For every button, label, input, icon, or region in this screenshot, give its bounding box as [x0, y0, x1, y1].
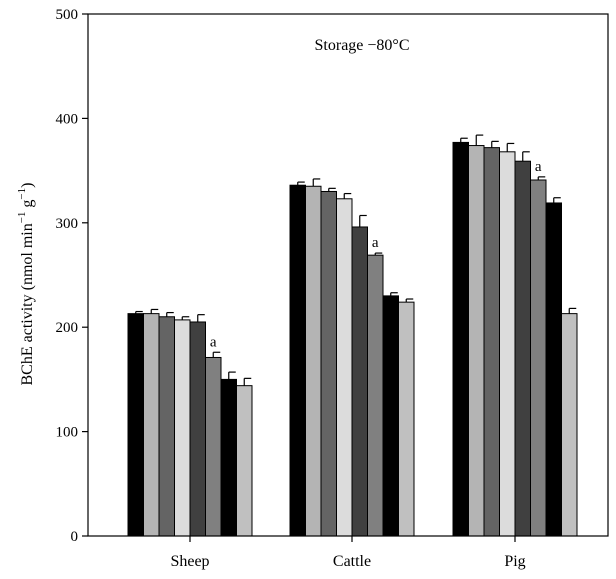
bar-sheep-1 [127, 313, 144, 537]
bar-pig-1 [452, 141, 469, 537]
bar-cattle-4 [336, 198, 353, 537]
error-bar-pig-1 [460, 137, 468, 143]
chart-annotation: Storage −80°C [315, 37, 410, 54]
error-bar-cattle-2 [312, 178, 321, 187]
error-bar-pig-7 [553, 197, 561, 203]
error-bar-cattle-3 [328, 187, 336, 192]
bar-cattle-6 [367, 254, 384, 537]
bar-pig-3 [483, 147, 500, 537]
x-tick-label-sheep: Sheep [170, 553, 209, 570]
bar-sheep-8 [236, 385, 253, 537]
bar-pig-6 [530, 179, 547, 537]
error-bar-cattle-6 [374, 252, 383, 256]
axes-group [82, 13, 609, 542]
error-bar-pig-6 [537, 176, 546, 180]
error-bar-cattle-5 [359, 214, 367, 227]
significance-label: a [210, 334, 217, 350]
bar-cattle-5 [351, 226, 368, 537]
significance-label: a [372, 235, 379, 251]
bars-group [127, 141, 578, 537]
y-tick-label-300: 300 [56, 216, 79, 232]
bar-pig-2 [468, 145, 485, 537]
bar-cattle-8 [398, 301, 415, 537]
error-bar-sheep-5 [197, 314, 205, 322]
y-tick-label-0: 0 [71, 529, 79, 545]
error-bars-group [135, 134, 577, 386]
bar-pig-7 [545, 202, 562, 537]
error-bar-sheep-3 [166, 311, 174, 317]
bar-cattle-2 [305, 185, 322, 537]
bar-sheep-7 [220, 378, 237, 537]
y-tick-label-100: 100 [56, 425, 79, 441]
error-bar-cattle-1 [297, 181, 305, 186]
error-bar-pig-3 [491, 140, 499, 148]
error-bar-pig-2 [475, 134, 484, 146]
error-bar-sheep-7 [228, 371, 236, 380]
error-bar-cattle-4 [343, 192, 352, 199]
plot-frame [87, 13, 609, 537]
y-axis-title: BChE activity (nmol min−1 g−1) [16, 183, 36, 386]
bar-pig-8 [561, 313, 578, 537]
y-tick-label-500: 500 [56, 7, 79, 23]
bar-sheep-3 [158, 316, 175, 537]
error-bar-pig-5 [522, 151, 530, 162]
error-bar-pig-8 [568, 307, 577, 314]
bar-cattle-1 [289, 184, 306, 537]
y-tick-label-200: 200 [56, 320, 79, 336]
error-bar-cattle-7 [390, 292, 398, 296]
error-bar-pig-4 [506, 142, 515, 152]
x-tick-label-pig: Pig [504, 553, 525, 570]
error-bar-sheep-2 [150, 308, 159, 314]
bar-sheep-5 [189, 321, 206, 537]
bar-sheep-6 [205, 356, 222, 537]
bar-sheep-2 [143, 313, 160, 537]
error-bar-cattle-8 [405, 298, 414, 303]
bar-sheep-4 [174, 319, 191, 537]
bar-pig-5 [514, 160, 531, 537]
error-bar-sheep-8 [243, 377, 252, 386]
significance-label: a [535, 159, 542, 175]
x-tick-label-cattle: Cattle [333, 553, 371, 570]
bar-cattle-3 [320, 190, 337, 537]
bar-cattle-7 [382, 295, 399, 537]
error-bar-sheep-4 [181, 316, 190, 320]
error-bar-sheep-6 [212, 351, 221, 358]
error-bar-sheep-1 [135, 310, 143, 314]
y-tick-label-400: 400 [56, 111, 79, 127]
bar-pig-4 [499, 151, 516, 537]
labels-group: Sheep Cattle Pig a a a 0 100 200 300 400 500 [56, 7, 542, 570]
